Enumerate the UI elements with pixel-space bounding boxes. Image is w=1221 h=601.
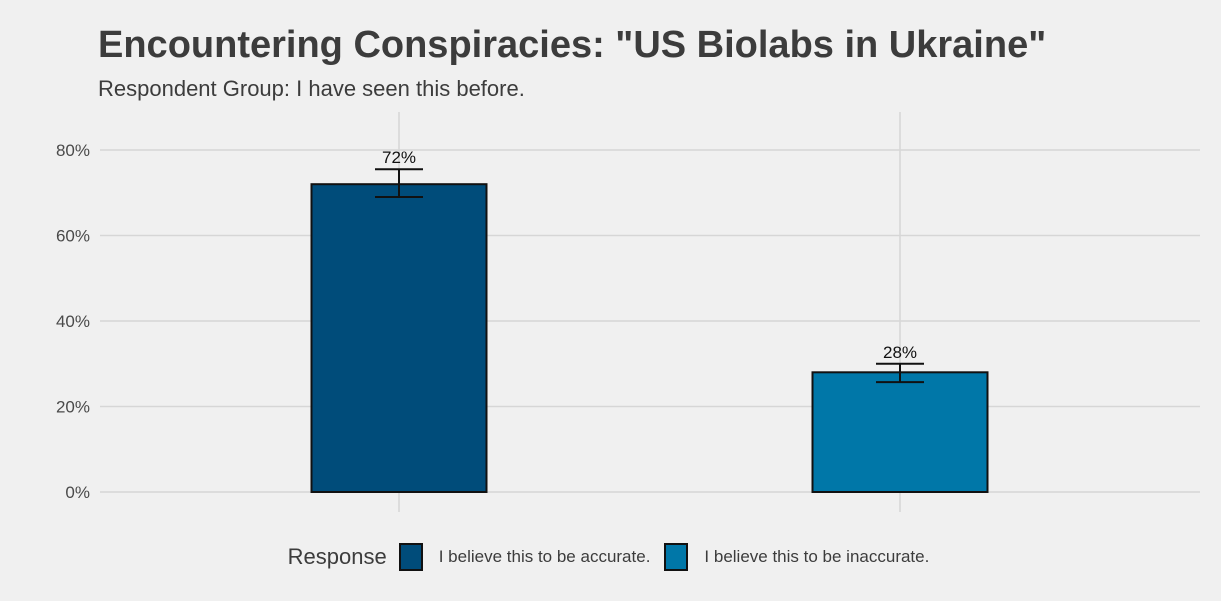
- y-tick-label-3: 60%: [56, 227, 90, 246]
- legend-swatch-inaccurate: [664, 543, 689, 571]
- y-tick-label-1: 20%: [56, 398, 90, 417]
- y-tick-label-4: 80%: [56, 141, 90, 160]
- legend-item-inaccurate: I believe this to be inaccurate.: [664, 543, 929, 571]
- y-tick-label-2: 40%: [56, 312, 90, 331]
- bar-chart: 0% 20% 40% 60% 80% 72% 28%: [56, 112, 1200, 512]
- chart-subtitle: Respondent Group: I have seen this befor…: [98, 76, 525, 101]
- data-label-0: 72%: [382, 148, 416, 167]
- bar-0: [310, 183, 488, 493]
- legend-label-accurate: I believe this to be accurate.: [438, 547, 651, 566]
- bar-1: [811, 371, 989, 493]
- data-label-1: 28%: [883, 343, 917, 362]
- legend-label-inaccurate: I believe this to be inaccurate.: [704, 547, 930, 566]
- legend-swatch-accurate: [398, 543, 423, 571]
- legend: Response I believe this to be accurate. …: [0, 543, 1221, 571]
- chart-title: Encountering Conspiracies: "US Biolabs i…: [98, 24, 1047, 66]
- y-tick-label-0: 0%: [65, 483, 90, 502]
- legend-title: Response: [287, 544, 387, 569]
- legend-item-accurate: I believe this to be accurate.: [398, 543, 651, 571]
